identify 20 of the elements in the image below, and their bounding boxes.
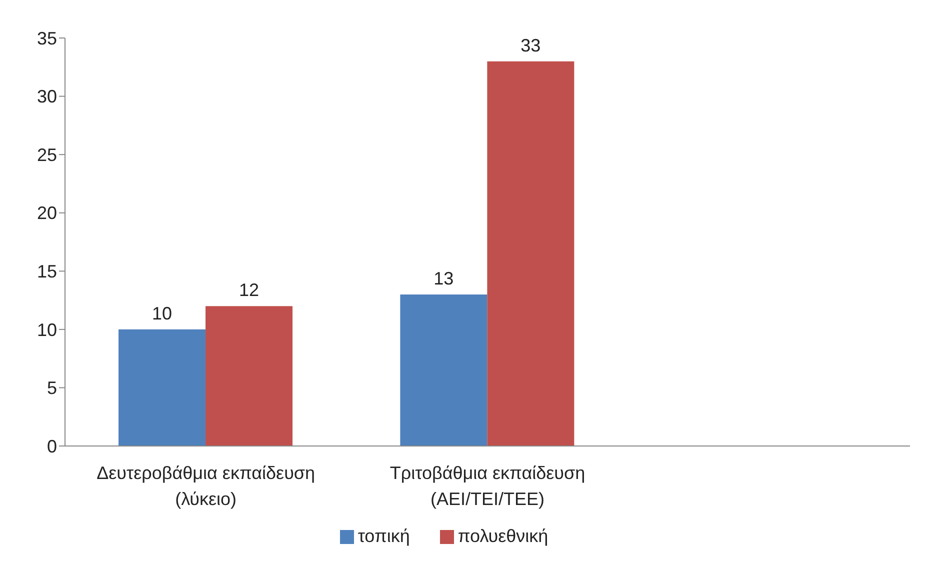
data-label: 12 <box>239 280 260 300</box>
y-tick-label: 35 <box>36 28 57 48</box>
bar <box>206 306 293 446</box>
data-label: 13 <box>434 268 454 288</box>
y-tick-label: 10 <box>36 320 57 340</box>
data-label: 10 <box>152 303 172 324</box>
bar <box>487 61 574 446</box>
x-tick-label: Δευτεροβάθμια εκπαίδευση (λύκειο) <box>96 462 316 509</box>
y-tick-label: 5 <box>46 378 57 398</box>
bar <box>118 329 206 446</box>
data-label: 33 <box>520 35 541 56</box>
legend-label: πολυεθνική <box>458 526 548 546</box>
x-tick-label: Τριτοβάθμια εκπαίδευση (ΑΕΙ/ΤΕΙ/ΤΕΕ) <box>390 462 586 509</box>
y-tick-label: 0 <box>46 436 57 456</box>
y-tick-label: 15 <box>36 262 57 282</box>
y-tick-label: 20 <box>36 203 57 224</box>
legend-label: τοπική <box>358 526 410 546</box>
y-tick-label: 30 <box>36 86 57 107</box>
bar <box>400 294 488 446</box>
y-tick-label: 25 <box>36 144 57 165</box>
